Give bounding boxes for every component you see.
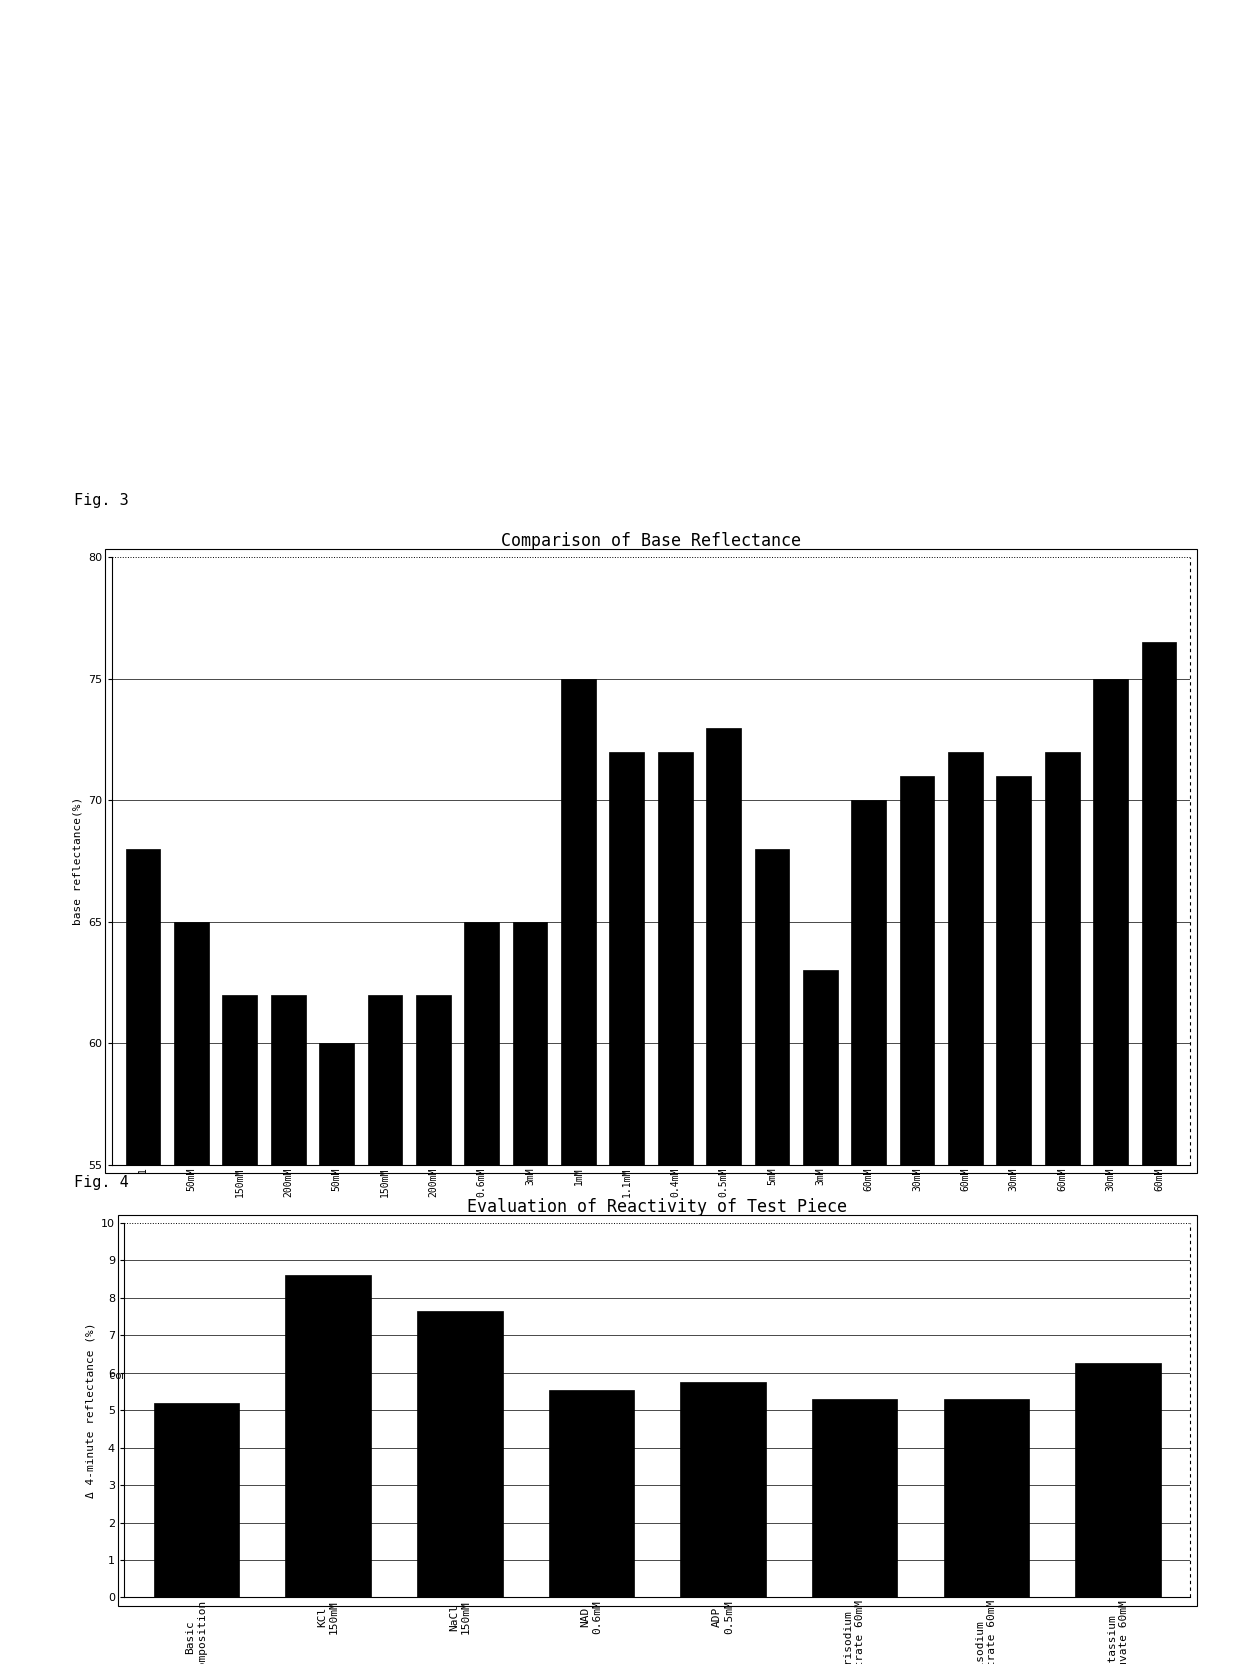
Bar [548, 1389, 634, 1597]
Title: Evaluation of Reactivity of Test Piece: Evaluation of Reactivity of Test Piece [467, 1198, 847, 1216]
Bar [804, 970, 838, 1664]
Bar [417, 1311, 502, 1597]
Bar [657, 752, 693, 1664]
Bar [560, 679, 596, 1664]
Text: ADP: ADP [763, 1359, 781, 1369]
Bar [681, 1383, 766, 1597]
Bar [706, 727, 742, 1664]
Text: Trisodium
citrate: Trisodium citrate [816, 1359, 873, 1381]
Text: Fig. 3: Fig. 3 [74, 493, 129, 508]
Bar [1142, 642, 1177, 1664]
Text: Trisodium
isocitrate: Trisodium isocitrate [910, 1359, 972, 1381]
Text: KCl: KCl [231, 1359, 249, 1369]
Text: Basic
composition: Basic composition [109, 1359, 177, 1381]
Text: NAD: NAD [496, 1359, 516, 1369]
Bar [464, 922, 498, 1664]
Text: Sodium
glutamate: Sodium glutamate [1106, 1359, 1163, 1381]
Bar [512, 922, 548, 1664]
Bar [900, 775, 935, 1664]
Bar [1045, 752, 1080, 1664]
Bar [222, 995, 257, 1664]
Bar [1094, 679, 1128, 1664]
Text: NaCl: NaCl [372, 1359, 398, 1369]
Bar [754, 849, 790, 1664]
Text: Fig. 4: Fig. 4 [74, 1175, 129, 1190]
Bar [174, 922, 208, 1664]
Bar [367, 995, 402, 1664]
Bar [415, 995, 450, 1664]
Bar [154, 1403, 239, 1597]
Text: KH₂PO₄ /
Na₂HPO₄: KH₂PO₄ / Na₂HPO₄ [626, 1359, 676, 1381]
Bar [949, 752, 983, 1664]
Bar [944, 1399, 1029, 1597]
Bar [319, 1043, 353, 1664]
Bar [609, 752, 645, 1664]
Bar [812, 1399, 898, 1597]
Bar [285, 1275, 371, 1597]
Bar [1075, 1363, 1161, 1597]
Y-axis label: base reflectance(%): base reflectance(%) [73, 797, 83, 925]
Bar [997, 775, 1032, 1664]
Bar [270, 995, 305, 1664]
Y-axis label: Δ 4-minute reflectance (%): Δ 4-minute reflectance (%) [86, 1323, 95, 1498]
Title: Comparison of Base Reflectance: Comparison of Base Reflectance [501, 532, 801, 551]
Bar [852, 800, 887, 1664]
Bar [125, 849, 160, 1664]
Text: Potassium
pyruvate: Potassium pyruvate [1009, 1359, 1066, 1381]
